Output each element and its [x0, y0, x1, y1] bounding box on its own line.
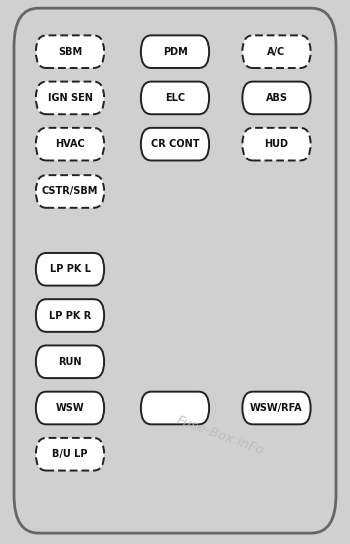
Text: WSW: WSW — [56, 403, 84, 413]
FancyBboxPatch shape — [36, 392, 104, 424]
FancyBboxPatch shape — [141, 392, 209, 424]
Text: CR CONT: CR CONT — [151, 139, 199, 149]
Text: SBM: SBM — [58, 47, 82, 57]
Text: PDM: PDM — [163, 47, 187, 57]
FancyBboxPatch shape — [242, 128, 311, 160]
Text: IGN SEN: IGN SEN — [48, 93, 92, 103]
FancyBboxPatch shape — [141, 82, 209, 114]
FancyBboxPatch shape — [141, 35, 209, 68]
Text: LP PK L: LP PK L — [49, 264, 91, 274]
FancyBboxPatch shape — [36, 128, 104, 160]
FancyBboxPatch shape — [36, 438, 104, 471]
Text: RUN: RUN — [58, 357, 82, 367]
FancyBboxPatch shape — [242, 82, 311, 114]
FancyBboxPatch shape — [141, 128, 209, 160]
Text: LP PK R: LP PK R — [49, 311, 91, 320]
FancyBboxPatch shape — [36, 82, 104, 114]
FancyBboxPatch shape — [242, 392, 311, 424]
Text: Fuse-Box.inFo: Fuse-Box.inFo — [175, 413, 266, 457]
FancyBboxPatch shape — [242, 35, 311, 68]
Text: HVAC: HVAC — [55, 139, 85, 149]
Text: ELC: ELC — [165, 93, 185, 103]
Text: ABS: ABS — [266, 93, 287, 103]
FancyBboxPatch shape — [36, 175, 104, 208]
FancyBboxPatch shape — [36, 35, 104, 68]
FancyBboxPatch shape — [14, 8, 336, 533]
Text: HUD: HUD — [265, 139, 288, 149]
FancyBboxPatch shape — [36, 345, 104, 378]
Text: WSW/RFA: WSW/RFA — [250, 403, 303, 413]
FancyBboxPatch shape — [36, 299, 104, 332]
FancyBboxPatch shape — [36, 253, 104, 286]
Text: CSTR/SBM: CSTR/SBM — [42, 187, 98, 196]
Text: A/C: A/C — [267, 47, 286, 57]
Text: B/U LP: B/U LP — [52, 449, 88, 459]
